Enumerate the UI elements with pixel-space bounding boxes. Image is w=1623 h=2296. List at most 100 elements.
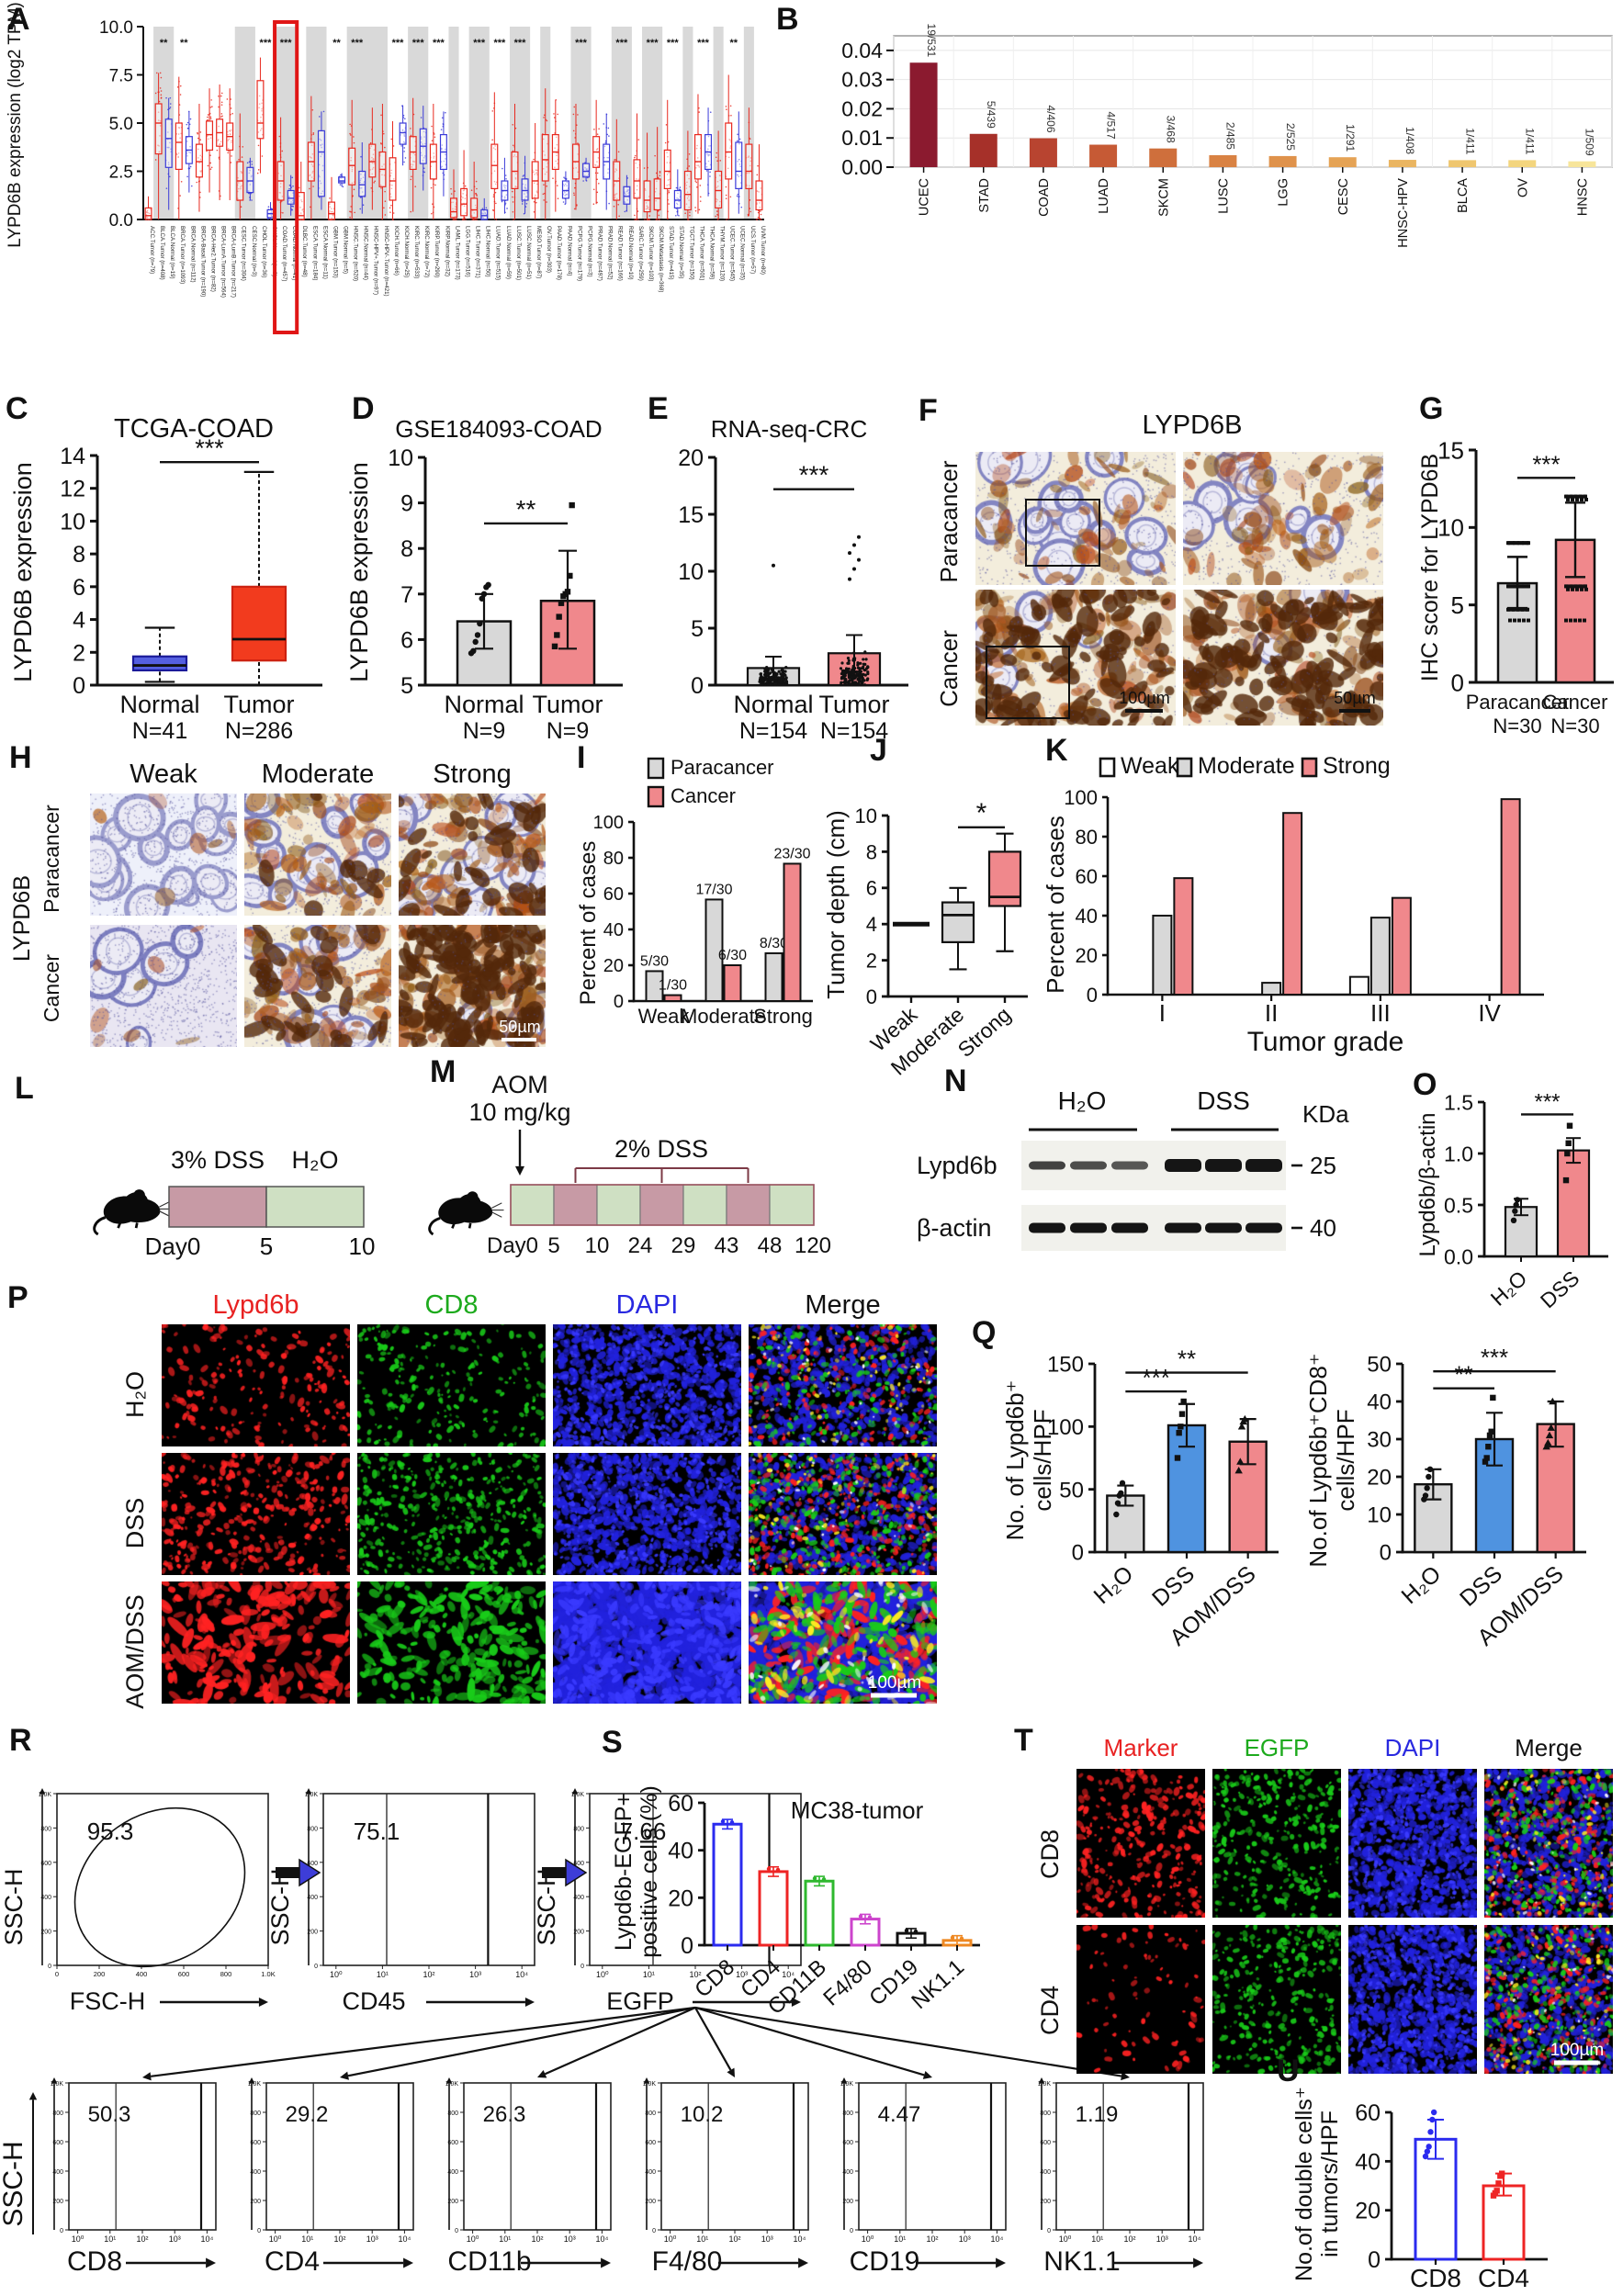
svg-text:Moderate: Moderate (681, 1005, 766, 1028)
svg-text:1.0K: 1.0K (261, 1970, 275, 1978)
svg-text:SARC.Tumor (n=259): SARC.Tumor (n=259) (637, 226, 644, 281)
svg-text:4/517: 4/517 (1104, 111, 1117, 139)
svg-text:***: *** (697, 38, 710, 49)
if-aomdss-lypd6b (162, 1581, 350, 1704)
svg-text:1.19: 1.19 (1076, 2102, 1119, 2127)
svg-text:20: 20 (678, 445, 704, 471)
svg-text:N=41: N=41 (132, 718, 187, 744)
svg-text:50: 50 (1059, 1478, 1084, 1503)
svg-text:800: 800 (842, 2110, 853, 2117)
svg-text:5/30: 5/30 (640, 953, 669, 969)
svg-text:MESO.Tumor (n=87): MESO.Tumor (n=87) (535, 226, 542, 278)
svg-text:8: 8 (866, 840, 877, 863)
svg-text:3% DSS: 3% DSS (171, 1146, 265, 1174)
if-dss-lypd6b (162, 1453, 350, 1575)
svg-text:H₂O: H₂O (1397, 1561, 1447, 1609)
svg-text:PRAD.Normal (n=52): PRAD.Normal (n=52) (607, 226, 614, 280)
svg-text:LUAD.Tumor (n=515): LUAD.Tumor (n=515) (495, 226, 502, 280)
svg-text:1.0K: 1.0K (305, 1792, 319, 1798)
svg-text:PCPG.Tumor (n=179): PCPG.Tumor (n=179) (576, 226, 582, 281)
svg-text:PAAD.Tumor (n=178): PAAD.Tumor (n=178) (556, 226, 562, 280)
svg-text:TCGA-COAD: TCGA-COAD (114, 414, 274, 444)
svg-text:10³: 10³ (959, 2234, 971, 2244)
svg-text:OV.Tumor (n=303): OV.Tumor (n=303) (546, 226, 552, 273)
svg-text:BLCA: BLCA (1456, 178, 1471, 213)
svg-text:5/439: 5/439 (985, 101, 997, 129)
svg-text:***: *** (280, 38, 293, 49)
svg-text:0: 0 (850, 2228, 853, 2234)
svg-text:N=9: N=9 (547, 718, 590, 744)
svg-text:***: *** (667, 38, 680, 49)
panel-h-label: H (9, 740, 32, 775)
svg-text:Strong: Strong (753, 1005, 813, 1028)
svg-text:1/291: 1/291 (1344, 124, 1357, 152)
svg-text:400: 400 (52, 2169, 63, 2176)
svg-text:150: 150 (1047, 1353, 1084, 1378)
svg-text:0.00: 0.00 (841, 155, 883, 179)
svg-text:10⁴: 10⁴ (398, 2234, 411, 2244)
panel-h-images: LYPD6B Paracancer Cancer Weak Moderate Strong… (6, 735, 575, 1052)
panel-h: H LYPD6B Paracancer Cancer Weak Moderate Stron… (6, 735, 575, 1052)
svg-text:SSC-H: SSC-H (0, 2141, 28, 2226)
if-cd8-dapi (1348, 1769, 1477, 1918)
svg-text:10⁴: 10⁴ (782, 1970, 795, 1979)
svg-text:SKCM.Tumor (n=103): SKCM.Tumor (n=103) (648, 226, 654, 281)
svg-text:in tumors/HPF: in tumors/HPF (1317, 2110, 1343, 2257)
if-aomdss-cd8 (357, 1581, 546, 1704)
svg-text:0: 0 (1368, 2247, 1381, 2273)
svg-text:UCEC.Tumor (n=545): UCEC.Tumor (n=545) (729, 226, 736, 281)
svg-text:1.0K: 1.0K (39, 1792, 52, 1798)
svg-text:1.0K: 1.0K (840, 2081, 854, 2088)
svg-text:SSC-H: SSC-H (266, 1868, 294, 1945)
svg-text:CD8: CD8 (67, 2246, 122, 2277)
svg-text:Tumor: Tumor (223, 691, 294, 718)
svg-text:KICH.Normal (n=25): KICH.Normal (n=25) (403, 226, 410, 277)
panel-c-label: C (6, 391, 28, 426)
svg-text:40: 40 (603, 920, 624, 940)
svg-text:10²: 10² (136, 2234, 148, 2244)
svg-text:0: 0 (48, 1964, 51, 1970)
svg-text:**: ** (516, 495, 536, 523)
svg-text:STAD.Normal (n=35): STAD.Normal (n=35) (678, 226, 684, 278)
svg-text:10: 10 (349, 1232, 376, 1260)
svg-text:80: 80 (1076, 826, 1098, 849)
svg-text:SKCM: SKCM (1156, 178, 1171, 217)
svg-text:20: 20 (603, 956, 624, 976)
svg-text:10¹: 10¹ (1091, 2234, 1103, 2244)
svg-text:100µm: 100µm (1119, 689, 1169, 707)
svg-text:BRCA.Tumor (n=1093): BRCA.Tumor (n=1093) (179, 226, 186, 284)
svg-text:200: 200 (250, 2199, 261, 2205)
svg-text:10 mg/kg: 10 mg/kg (468, 1098, 570, 1126)
panel-b: B 0.00 0.01 0.02 0.03 0.04 19/531 UCEC 5/439 STAD… (776, 4, 1619, 399)
svg-text:7.5: 7.5 (109, 67, 133, 86)
svg-text:0: 0 (691, 673, 704, 699)
svg-text:8: 8 (400, 536, 413, 562)
if-ho-merge (749, 1324, 937, 1446)
svg-text:LUAD.Normal (n=59): LUAD.Normal (n=59) (505, 226, 512, 279)
svg-text:IHC score for LYPD6B: IHC score for LYPD6B (1417, 454, 1443, 681)
svg-text:10¹: 10¹ (894, 2234, 906, 2244)
svg-text:H₂O: H₂O (1058, 1086, 1107, 1115)
svg-text:LUSC: LUSC (1216, 178, 1231, 214)
svg-text:800: 800 (573, 1826, 584, 1832)
ihc-paracancer-moderate (244, 793, 391, 916)
svg-text:THCA.Normal (n=59): THCA.Normal (n=59) (708, 226, 715, 279)
svg-text:Strong: Strong (433, 760, 511, 789)
svg-text:Weak: Weak (638, 1005, 691, 1028)
if-cd4-merge (1484, 1925, 1613, 2074)
svg-text:10³: 10³ (1156, 2234, 1168, 2244)
svg-text:600: 600 (52, 2140, 63, 2146)
svg-text:14: 14 (60, 444, 85, 469)
svg-text:LYPD6B: LYPD6B (1142, 411, 1242, 440)
svg-text:4.47: 4.47 (878, 2102, 921, 2127)
svg-text:0: 0 (614, 992, 624, 1012)
svg-text:25: 25 (1310, 1152, 1336, 1179)
ihc-paracancer-low-mag (975, 452, 1176, 585)
svg-text:5.0: 5.0 (109, 115, 133, 134)
svg-text:2/525: 2/525 (1284, 123, 1297, 151)
panel-f-images: LYPD6B Paracancer Cancer 100µm 50µm (919, 395, 1414, 735)
panel-k-label: K (1045, 733, 1068, 768)
svg-text:Day0: Day0 (487, 1233, 538, 1258)
ihc-cancer-high-mag (1183, 590, 1383, 726)
if-ho-dapi (553, 1324, 741, 1446)
